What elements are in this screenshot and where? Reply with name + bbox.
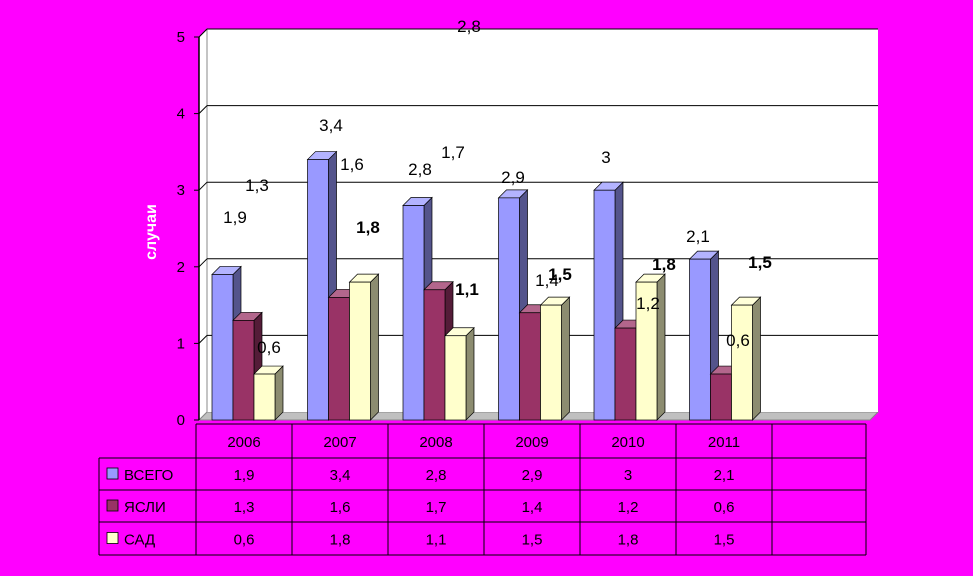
data-label: 0,6 <box>726 331 750 350</box>
gridline-depth <box>198 105 208 114</box>
gridline-depth <box>198 181 208 191</box>
table-cell: 2,9 <box>522 467 543 484</box>
table-cell: 1,3 <box>234 499 255 516</box>
bar-front <box>307 159 329 421</box>
bar-front <box>253 373 276 421</box>
category-label: 2011 <box>708 434 740 451</box>
y-tick-label: 4 <box>177 106 185 123</box>
bar <box>539 296 571 421</box>
table-cell: 1,6 <box>330 499 351 516</box>
table-cell: 1,1 <box>426 532 447 549</box>
bar-front <box>402 205 425 421</box>
data-label: 2,1 <box>686 227 710 246</box>
data-label: 2,9 <box>501 168 525 187</box>
legend-label: ЯСЛИ <box>124 499 166 516</box>
table-cell: 1,5 <box>522 532 543 549</box>
y-tick-label: 2 <box>177 259 185 276</box>
bar-front <box>423 289 446 421</box>
category-label: 2006 <box>227 434 260 451</box>
bars <box>211 150 762 421</box>
legend-swatch <box>106 467 119 480</box>
data-table: 2006 2007 2008 2009 2010 2011 ВСЕГО 1,9 3,4 2,8 2,… <box>98 423 867 556</box>
data-label: 3,4 <box>319 116 343 135</box>
table-cell: 3,4 <box>330 467 351 484</box>
table-cell: 1,2 <box>618 499 639 516</box>
bar-front <box>211 274 234 421</box>
bar-front <box>635 281 658 421</box>
legend-swatch <box>106 499 119 512</box>
bar-front <box>540 304 562 421</box>
bar-side <box>465 326 475 421</box>
bar-side <box>370 273 379 421</box>
gridline-depth <box>198 335 208 344</box>
bar-front <box>731 304 753 421</box>
bar <box>444 326 475 421</box>
table-cell: 1,9 <box>234 467 255 484</box>
legend-label: САД <box>124 532 155 549</box>
plot-side-wall <box>198 27 208 422</box>
data-label: 1,8 <box>652 255 676 274</box>
table-cell: 2,8 <box>426 467 447 484</box>
data-label: 1,5 <box>748 253 772 272</box>
y-axis: 0 1 2 3 4 5 <box>177 29 200 429</box>
stray-data-label: 2,8 <box>457 17 481 36</box>
bar-front <box>232 320 255 421</box>
table-cell: 3 <box>624 467 632 484</box>
bar-front <box>710 373 732 421</box>
bar-front <box>519 312 541 421</box>
table-cell: 1,5 <box>714 532 735 549</box>
bar-front <box>444 335 467 421</box>
bar <box>211 265 242 421</box>
bar-front <box>614 327 637 421</box>
data-label: 3 <box>601 148 610 167</box>
bar <box>348 273 380 421</box>
bar-front <box>498 197 520 421</box>
data-label: 1,2 <box>636 294 660 313</box>
y-tick-label: 0 <box>177 412 185 429</box>
table-cell: 0,6 <box>234 532 255 549</box>
y-tick-label: 5 <box>177 29 185 46</box>
table-cell: 0,6 <box>714 499 735 516</box>
bar <box>730 296 762 421</box>
gridline-depth <box>198 258 208 268</box>
bar <box>253 365 284 421</box>
table-cell: 1,8 <box>330 532 351 549</box>
data-label: 1,1 <box>455 280 479 299</box>
bar-side <box>274 365 284 421</box>
table-cell: 1,7 <box>426 499 447 516</box>
y-tick-label: 3 <box>177 182 185 199</box>
y-tick-label: 1 <box>177 335 185 352</box>
bar-front <box>349 281 371 421</box>
table-cell: 1,4 <box>522 499 543 516</box>
category-label: 2010 <box>611 434 644 451</box>
category-label: 2007 <box>323 434 356 451</box>
data-label: 0,6 <box>257 338 281 357</box>
data-label: 1,4 <box>535 271 559 290</box>
y-axis-label: случаи <box>143 204 160 260</box>
bar-side <box>752 296 761 421</box>
data-label: 1,6 <box>340 155 364 174</box>
data-label: 1,7 <box>441 143 465 162</box>
table-cell: 1,8 <box>618 532 639 549</box>
data-label: 1,3 <box>245 176 269 195</box>
category-label: 2008 <box>419 434 452 451</box>
bar-front <box>689 258 711 421</box>
bar-front <box>593 189 616 421</box>
bar <box>306 150 338 421</box>
legend-swatch <box>106 532 119 544</box>
data-label: 2,8 <box>408 160 432 179</box>
gridline-depth <box>198 28 208 38</box>
bar-side <box>561 296 570 421</box>
category-label: 2009 <box>515 434 548 451</box>
bar-front <box>328 297 350 421</box>
bar <box>635 273 666 421</box>
legend-label: ВСЕГО <box>124 467 173 484</box>
data-label: 1,8 <box>356 218 380 237</box>
data-label: 1,5 <box>548 265 572 284</box>
table-cell: 2,1 <box>714 467 735 484</box>
data-labels: 1,9 3,4 2,8 2,9 3 2,1 1,3 1,6 1,7 1,4 1,2 0,6 0,6 1,8… <box>223 116 772 357</box>
data-label: 1,9 <box>223 208 247 227</box>
